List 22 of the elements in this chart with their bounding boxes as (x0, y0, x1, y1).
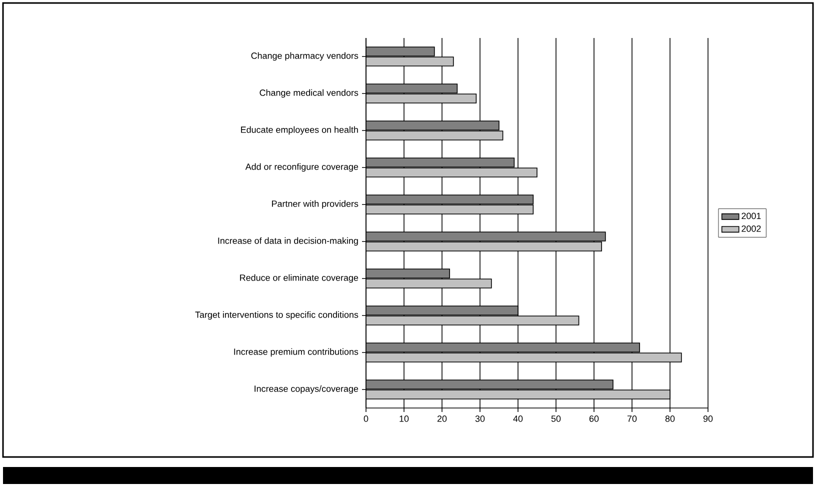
y-tick-label: Reduce or eliminate coverage (240, 274, 358, 283)
y-tick-label: Add or reconfigure coverage (245, 163, 358, 172)
y-tick-label: Increase of data in decision-making (218, 237, 358, 246)
x-tick-label: 40 (513, 416, 523, 422)
x-tick-label: 80 (665, 416, 675, 422)
y-tick-label: Change pharmacy vendors (251, 52, 358, 61)
y-tick-label: Partner with providers (272, 200, 358, 209)
x-tick-label: 30 (475, 416, 485, 422)
x-tick-label: 90 (703, 416, 713, 422)
y-tick-label: Change medical vendors (260, 89, 358, 98)
x-tick-label: 70 (627, 416, 637, 422)
y-tick-label: Target interventions to specific conditions (195, 311, 358, 320)
y-tick-label: Educate employees on health (241, 126, 358, 135)
x-tick-label: 20 (437, 416, 447, 422)
legend-label: 2001 (742, 212, 761, 220)
x-tick-label: 60 (589, 416, 599, 422)
x-tick-label: 10 (400, 416, 409, 422)
y-tick-label: Increase copays/coverage (254, 385, 358, 394)
y-tick-label: Increase premium contributions (234, 348, 358, 357)
x-tick-label: 50 (551, 416, 561, 422)
legend-label: 2002 (742, 225, 761, 232)
x-tick-label: 0 (364, 416, 368, 422)
